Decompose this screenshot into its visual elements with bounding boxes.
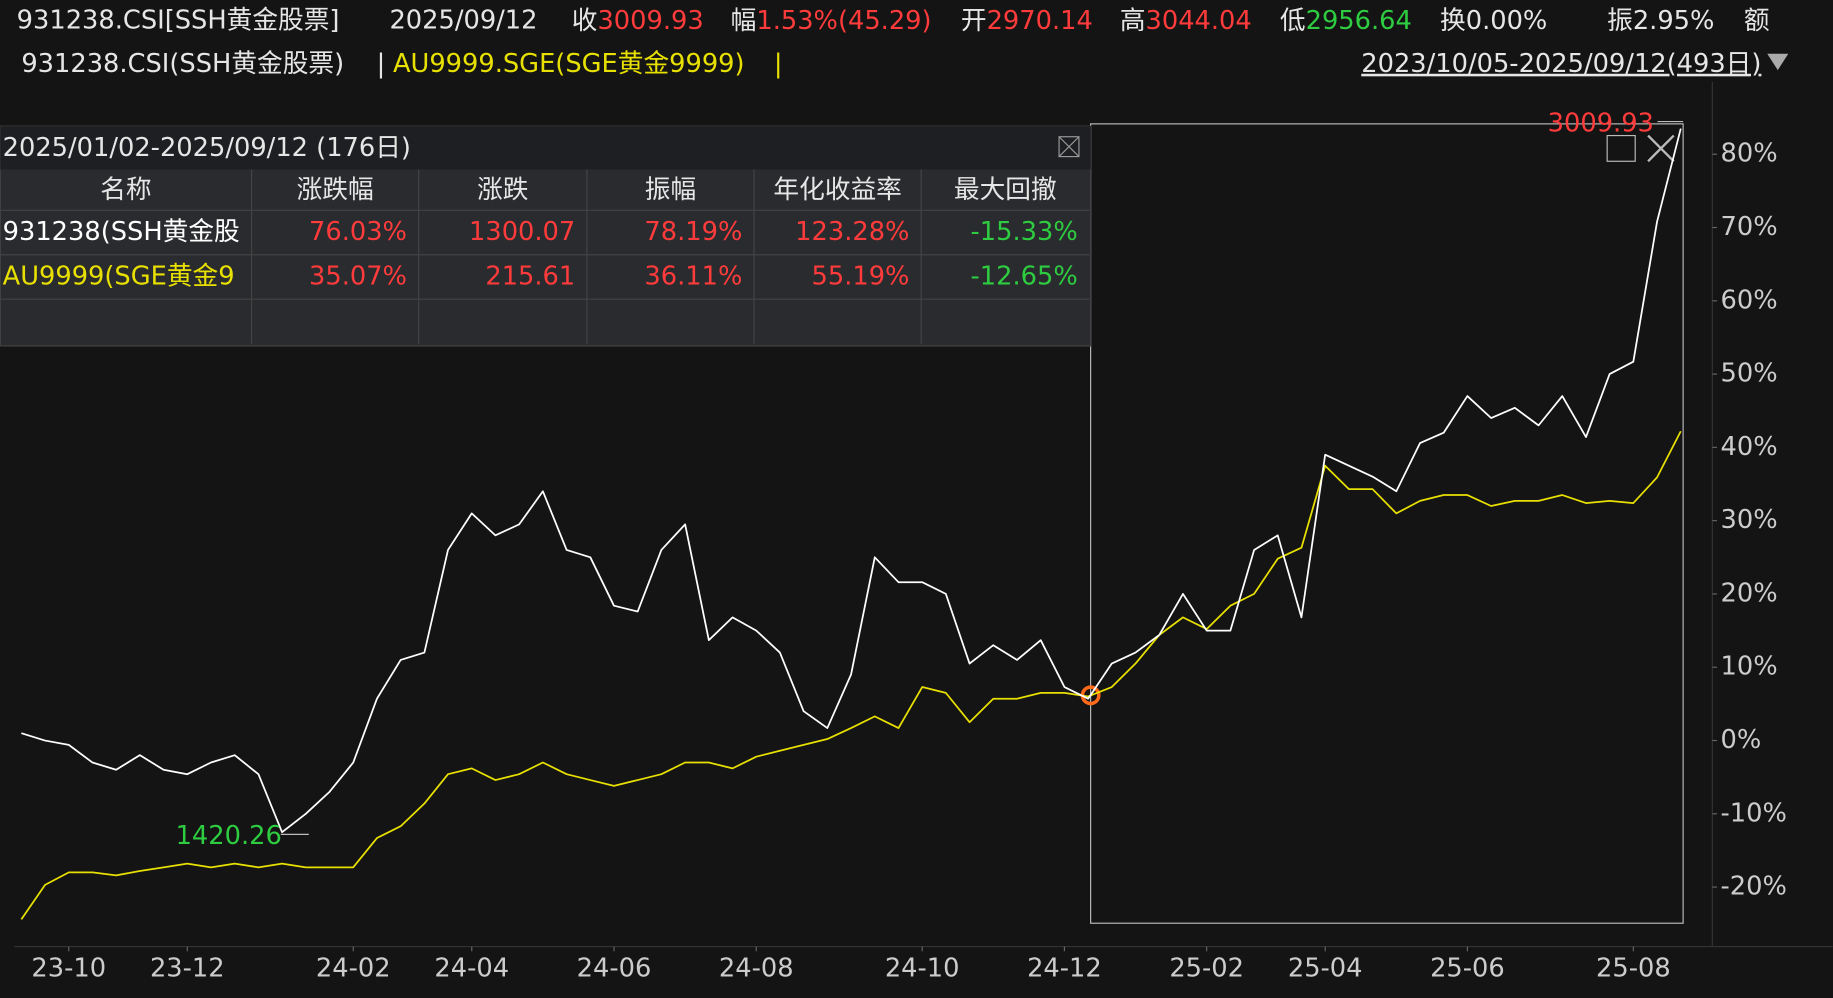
quote: 幅1.53%(45.29) xyxy=(731,6,932,36)
legend-sep: | xyxy=(377,49,386,79)
table-cell: AU9999(SGE黄金9 xyxy=(3,261,235,291)
quote-value: 0.00% xyxy=(1466,6,1548,36)
x-tick-label: 23-12 xyxy=(150,953,225,983)
quote-label: 高 xyxy=(1120,6,1146,36)
table-cell: 76.03% xyxy=(309,217,407,247)
quote-label: 收 xyxy=(572,6,598,36)
y-tick-label: -10% xyxy=(1721,798,1787,828)
x-tick-label: 25-08 xyxy=(1596,953,1671,983)
y-tick-label: 10% xyxy=(1721,652,1778,682)
close-chart-button[interactable] xyxy=(1647,134,1675,163)
x-tick-label: 23-10 xyxy=(31,953,106,983)
date-range[interactable]: 2023/10/05-2025/09/12(493日) xyxy=(1361,49,1761,79)
quote: 开2970.14 xyxy=(961,6,1093,36)
table-header: 振幅 xyxy=(645,175,696,205)
y-tick-label: 40% xyxy=(1721,432,1778,462)
table-cell: 35.07% xyxy=(309,261,407,291)
table-cell: 931238(SSH黄金股 xyxy=(3,217,240,247)
table-cell: 1300.07 xyxy=(469,217,575,247)
x-tick-label: 24-06 xyxy=(577,953,652,983)
annotation: 3009.93 xyxy=(1548,108,1654,138)
table-header: 涨跌 xyxy=(477,175,528,205)
quote-value: 1.53%(45.29) xyxy=(756,6,931,36)
y-tick-label: 0% xyxy=(1721,725,1762,755)
table-header: 年化收益率 xyxy=(773,175,901,205)
quote-value: 3044.04 xyxy=(1146,6,1252,36)
quote-value: 2956.64 xyxy=(1306,6,1412,36)
quote-label: 换 xyxy=(1440,6,1466,36)
title: 931238.CSI[SSH黄金股票] xyxy=(17,6,340,36)
quote-label: 振 xyxy=(1607,6,1633,36)
quote: 振2.95% xyxy=(1607,6,1714,36)
table-header: 名称 xyxy=(100,175,151,205)
y-tick-label: 50% xyxy=(1721,359,1778,389)
line-series xyxy=(20,430,1682,920)
maximize-button[interactable] xyxy=(1606,134,1636,162)
y-tick-label: 30% xyxy=(1721,505,1778,535)
table-cell: 36.11% xyxy=(644,261,742,291)
y-tick-label: 60% xyxy=(1721,285,1778,315)
x-tick-label: 25-02 xyxy=(1169,953,1244,983)
quote-value: 2970.14 xyxy=(987,6,1093,36)
quote-value: 2.95% xyxy=(1633,6,1715,36)
table-cell: 78.19% xyxy=(644,217,742,247)
quote: 高3044.04 xyxy=(1120,6,1252,36)
quote: 收3009.93 xyxy=(572,6,704,36)
x-tick-label: 24-08 xyxy=(719,953,794,983)
annotation: 1420.26 xyxy=(176,821,282,851)
x-tick-label: 24-12 xyxy=(1027,953,1102,983)
x-tick-label: 25-06 xyxy=(1430,953,1505,983)
table-cell: 123.28% xyxy=(795,217,909,247)
quote-label: 幅 xyxy=(731,6,757,36)
y-tick-label: 70% xyxy=(1721,212,1778,242)
close-button[interactable] xyxy=(1058,136,1080,158)
table-titlebar xyxy=(0,126,1091,170)
table-cell: 215.61 xyxy=(485,261,575,291)
y-tick-label: 20% xyxy=(1721,578,1778,608)
table-header: 最大回撤 xyxy=(954,175,1057,205)
quote-label: 开 xyxy=(961,6,987,36)
legend-item: 931238.CSI(SSH黄金股票) xyxy=(21,49,344,79)
table-panel: 2025/01/02-2025/09/12 (176日) xyxy=(0,125,1092,347)
table-title: 2025/01/02-2025/09/12 (176日) xyxy=(3,133,411,163)
table-header: 涨跌幅 xyxy=(297,175,374,205)
x-tick-label: 24-10 xyxy=(885,953,960,983)
table-cell: -12.65% xyxy=(971,261,1078,291)
quote: 低2956.64 xyxy=(1280,6,1412,36)
table-cell: -15.33% xyxy=(971,217,1078,247)
selection-box xyxy=(1090,123,1684,924)
quote-value: 3009.93 xyxy=(597,6,703,36)
quote-label: 低 xyxy=(1280,6,1306,36)
x-tick-label: 25-04 xyxy=(1288,953,1363,983)
quote-label: 额 xyxy=(1744,6,1770,36)
quote: 额 xyxy=(1744,6,1770,36)
legend-item: AU9999.SGE(SGE黄金9999) xyxy=(393,49,745,79)
dropdown-icon[interactable] xyxy=(1767,53,1789,71)
date: 2025/09/12 xyxy=(389,6,537,36)
legend-sep: | xyxy=(774,49,783,79)
x-tick-label: 24-04 xyxy=(434,953,509,983)
quote: 换0.00% xyxy=(1440,6,1547,36)
line-series xyxy=(21,128,1682,834)
y-tick-label: -20% xyxy=(1721,872,1787,902)
table-cell: 55.19% xyxy=(812,261,910,291)
y-tick-label: 80% xyxy=(1721,139,1778,169)
close-icon xyxy=(1058,136,1080,158)
x-tick-label: 24-02 xyxy=(316,953,391,983)
